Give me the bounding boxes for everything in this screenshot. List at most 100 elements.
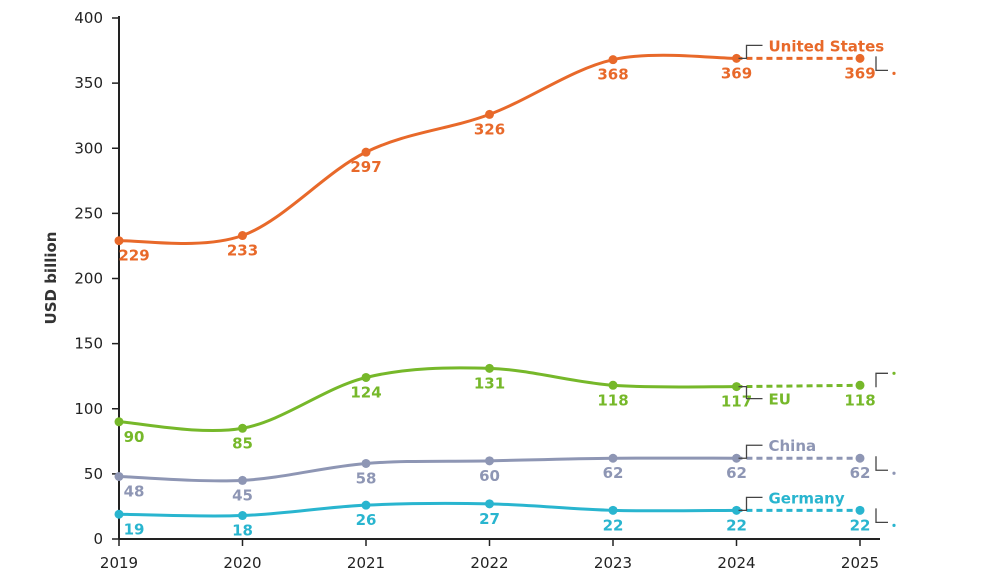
- series-name-label: EU: [769, 391, 791, 409]
- projection-marker: [892, 71, 896, 75]
- series-name-label: United States: [769, 37, 885, 55]
- data-point: [855, 505, 865, 515]
- data-point: [238, 511, 247, 521]
- data-label: 297: [350, 158, 381, 176]
- data-label: 369: [721, 64, 752, 82]
- series-line: [117, 456, 738, 483]
- data-point: [485, 499, 494, 509]
- data-label: 58: [356, 469, 377, 487]
- data-label: 22: [726, 516, 747, 534]
- data-label: 369: [844, 64, 875, 82]
- series-eu: 90 85 124 131 118 117 118 EU: [114, 363, 896, 452]
- data-label: 62: [850, 464, 871, 482]
- x-tick-label: 2024: [717, 554, 755, 572]
- data-point: [361, 458, 371, 468]
- data-label: 22: [603, 516, 624, 534]
- data-point: [732, 382, 741, 392]
- x-tick-label: 2020: [223, 554, 261, 572]
- data-label: 117: [721, 393, 752, 411]
- data-label: 62: [726, 464, 747, 482]
- series-line: [117, 501, 738, 518]
- data-point: [114, 236, 124, 246]
- data-point: [361, 372, 371, 382]
- data-point: [608, 453, 618, 463]
- data-point: [485, 109, 494, 119]
- data-label: 26: [356, 511, 377, 529]
- axes: 0 50 100 150 200 250 300 350 400 2019 2020 2021 2022…: [74, 9, 880, 572]
- data-point: [238, 231, 247, 241]
- data-label: 27: [479, 510, 500, 528]
- data-point: [855, 380, 865, 390]
- data-point: [361, 147, 371, 157]
- projection-bracket: [875, 372, 888, 388]
- y-axis-label: USD billion: [42, 232, 60, 325]
- data-point: [485, 456, 494, 466]
- series-name-leader: [738, 44, 763, 60]
- series-name-label: Germany: [769, 489, 845, 507]
- y-tick-label: 0: [93, 530, 103, 548]
- data-label: 19: [124, 520, 145, 538]
- data-label: 368: [597, 66, 628, 84]
- x-tick-label: 2023: [594, 554, 632, 572]
- y-tick-label: 150: [74, 335, 103, 353]
- series-name-label: China: [769, 437, 817, 455]
- series-line: [117, 366, 738, 433]
- projection-bracket: [875, 456, 888, 471]
- data-label: 118: [844, 391, 875, 409]
- projection-marker: [892, 471, 896, 475]
- y-tick-label: 300: [74, 139, 103, 157]
- projection-marker: [892, 523, 896, 527]
- x-tick-label: 2022: [470, 554, 508, 572]
- projection-marker: [892, 371, 896, 375]
- data-label: 18: [232, 522, 253, 540]
- data-point: [855, 53, 865, 63]
- data-label: 22: [850, 516, 871, 534]
- series-united-states: 229 233 297 326 368 369 369 United States: [114, 37, 896, 265]
- y-tick-label: 200: [74, 270, 103, 288]
- series-line-projection: [736, 383, 861, 389]
- data-point: [114, 471, 124, 481]
- x-tick-label: 2019: [100, 554, 138, 572]
- y-tick-label: 250: [74, 204, 103, 222]
- data-point: [732, 453, 741, 463]
- series-name-leader: [738, 496, 763, 511]
- data-label: 229: [118, 247, 149, 265]
- data-point: [855, 453, 865, 463]
- data-label: 326: [474, 120, 505, 138]
- series-layer: 229 233 297 326 368 369 369 United States 90 85 12…: [114, 37, 896, 540]
- data-label: 60: [479, 467, 500, 485]
- series-germany: 19 18 26 27 22 22 22 Germany: [114, 489, 896, 540]
- data-point: [608, 505, 618, 515]
- y-tick-label: 100: [74, 400, 103, 418]
- data-label: 45: [232, 486, 253, 504]
- data-point: [114, 417, 124, 427]
- projection-bracket: [875, 508, 888, 523]
- data-point: [732, 505, 741, 515]
- y-tick-label: 50: [84, 465, 103, 483]
- data-label: 48: [124, 482, 145, 500]
- series-name-leader: [738, 385, 763, 400]
- data-label: 85: [232, 434, 253, 452]
- data-point: [608, 380, 618, 390]
- projection-bracket: [875, 56, 888, 72]
- series-line: [117, 53, 738, 245]
- data-point: [732, 53, 741, 63]
- y-tick-label: 400: [74, 9, 103, 27]
- data-point: [238, 423, 247, 433]
- x-tick-label: 2025: [841, 554, 879, 572]
- data-label: 124: [350, 383, 381, 401]
- data-label: 233: [227, 242, 258, 260]
- series-name-leader: [738, 444, 763, 459]
- data-label: 118: [597, 391, 628, 409]
- data-point: [608, 55, 618, 65]
- x-tick-label: 2021: [347, 554, 385, 572]
- series-china: 48 45 58 60 62 62 62 China: [114, 437, 896, 504]
- data-label: 62: [603, 464, 624, 482]
- data-point: [361, 500, 371, 510]
- data-point: [238, 475, 247, 485]
- y-tick-label: 350: [74, 74, 103, 92]
- data-point: [485, 363, 494, 373]
- data-point: [114, 509, 124, 519]
- data-label: 131: [474, 374, 505, 392]
